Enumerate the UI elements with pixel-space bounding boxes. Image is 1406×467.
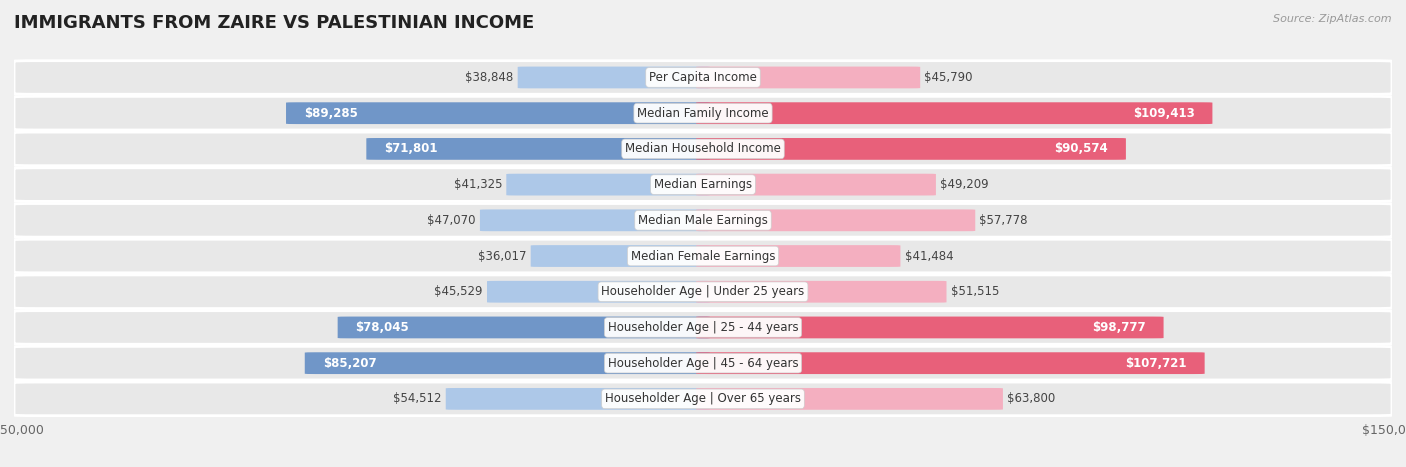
FancyBboxPatch shape bbox=[530, 245, 710, 267]
FancyBboxPatch shape bbox=[14, 275, 1392, 309]
FancyBboxPatch shape bbox=[14, 61, 1392, 94]
FancyBboxPatch shape bbox=[14, 204, 1392, 237]
Text: Per Capita Income: Per Capita Income bbox=[650, 71, 756, 84]
Text: $45,529: $45,529 bbox=[434, 285, 482, 298]
Text: $54,512: $54,512 bbox=[394, 392, 441, 405]
FancyBboxPatch shape bbox=[14, 382, 1392, 416]
Text: $38,848: $38,848 bbox=[465, 71, 513, 84]
FancyBboxPatch shape bbox=[696, 209, 976, 231]
FancyBboxPatch shape bbox=[696, 352, 1205, 374]
Text: $45,790: $45,790 bbox=[924, 71, 973, 84]
FancyBboxPatch shape bbox=[14, 347, 1392, 380]
FancyBboxPatch shape bbox=[517, 67, 710, 88]
Text: $63,800: $63,800 bbox=[1007, 392, 1056, 405]
Text: $90,574: $90,574 bbox=[1054, 142, 1108, 156]
Text: $51,515: $51,515 bbox=[950, 285, 1000, 298]
FancyBboxPatch shape bbox=[486, 281, 710, 303]
FancyBboxPatch shape bbox=[696, 67, 920, 88]
FancyBboxPatch shape bbox=[14, 96, 1392, 130]
Text: Median Household Income: Median Household Income bbox=[626, 142, 780, 156]
Text: IMMIGRANTS FROM ZAIRE VS PALESTINIAN INCOME: IMMIGRANTS FROM ZAIRE VS PALESTINIAN INC… bbox=[14, 14, 534, 32]
Text: $78,045: $78,045 bbox=[356, 321, 409, 334]
Text: $49,209: $49,209 bbox=[941, 178, 988, 191]
FancyBboxPatch shape bbox=[696, 388, 1002, 410]
Text: $98,777: $98,777 bbox=[1092, 321, 1146, 334]
Text: Source: ZipAtlas.com: Source: ZipAtlas.com bbox=[1274, 14, 1392, 24]
FancyBboxPatch shape bbox=[14, 168, 1392, 201]
Text: $107,721: $107,721 bbox=[1125, 357, 1187, 370]
FancyBboxPatch shape bbox=[305, 352, 710, 374]
Text: $71,801: $71,801 bbox=[384, 142, 437, 156]
Text: Median Family Income: Median Family Income bbox=[637, 106, 769, 120]
FancyBboxPatch shape bbox=[14, 311, 1392, 344]
Text: $85,207: $85,207 bbox=[322, 357, 377, 370]
FancyBboxPatch shape bbox=[696, 317, 1164, 338]
Text: Householder Age | Under 25 years: Householder Age | Under 25 years bbox=[602, 285, 804, 298]
FancyBboxPatch shape bbox=[696, 245, 900, 267]
Text: $89,285: $89,285 bbox=[304, 106, 357, 120]
FancyBboxPatch shape bbox=[479, 209, 710, 231]
FancyBboxPatch shape bbox=[14, 132, 1392, 166]
Text: $109,413: $109,413 bbox=[1133, 106, 1195, 120]
Text: Median Female Earnings: Median Female Earnings bbox=[631, 249, 775, 262]
Text: $57,778: $57,778 bbox=[980, 214, 1028, 227]
Text: Householder Age | Over 65 years: Householder Age | Over 65 years bbox=[605, 392, 801, 405]
Text: Median Male Earnings: Median Male Earnings bbox=[638, 214, 768, 227]
FancyBboxPatch shape bbox=[14, 239, 1392, 273]
Text: $41,484: $41,484 bbox=[904, 249, 953, 262]
Text: $36,017: $36,017 bbox=[478, 249, 527, 262]
FancyBboxPatch shape bbox=[506, 174, 710, 196]
FancyBboxPatch shape bbox=[285, 102, 710, 124]
FancyBboxPatch shape bbox=[446, 388, 710, 410]
Text: Median Earnings: Median Earnings bbox=[654, 178, 752, 191]
FancyBboxPatch shape bbox=[696, 138, 1126, 160]
FancyBboxPatch shape bbox=[696, 281, 946, 303]
Text: $47,070: $47,070 bbox=[427, 214, 475, 227]
Text: Householder Age | 25 - 44 years: Householder Age | 25 - 44 years bbox=[607, 321, 799, 334]
Text: Householder Age | 45 - 64 years: Householder Age | 45 - 64 years bbox=[607, 357, 799, 370]
FancyBboxPatch shape bbox=[337, 317, 710, 338]
Text: $41,325: $41,325 bbox=[454, 178, 502, 191]
FancyBboxPatch shape bbox=[696, 174, 936, 196]
FancyBboxPatch shape bbox=[696, 102, 1212, 124]
FancyBboxPatch shape bbox=[367, 138, 710, 160]
